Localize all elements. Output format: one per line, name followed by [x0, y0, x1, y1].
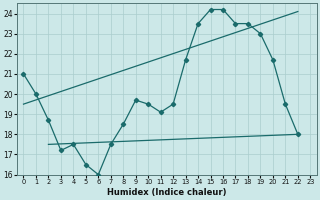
X-axis label: Humidex (Indice chaleur): Humidex (Indice chaleur)	[107, 188, 227, 197]
